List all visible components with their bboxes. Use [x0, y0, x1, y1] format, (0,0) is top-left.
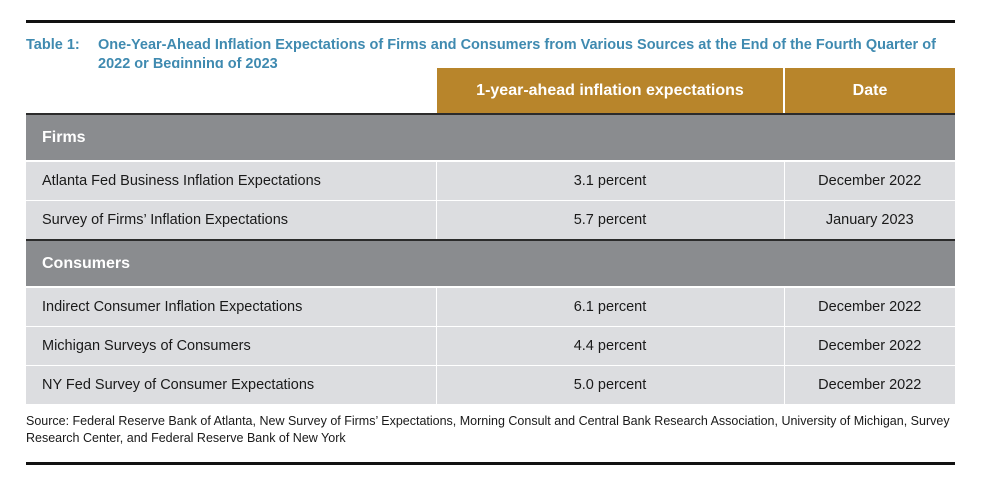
inflation-expectations-table: 1-year-ahead inflation expectations Date… [26, 68, 955, 404]
row-value: 3.1 percent [435, 160, 784, 201]
section-label: Consumers [26, 240, 955, 287]
row-name: Atlanta Fed Business Inflation Expectati… [26, 160, 436, 201]
table-number: Table 1: [26, 37, 80, 53]
row-date: December 2022 [783, 326, 955, 366]
table-row: Indirect Consumer Inflation Expectations… [26, 286, 955, 327]
header-expectations: 1-year-ahead inflation expectations [435, 68, 784, 115]
row-value: 4.4 percent [435, 326, 784, 366]
top-rule [26, 20, 955, 23]
row-value: 5.7 percent [435, 200, 784, 241]
row-value: 5.0 percent [435, 365, 784, 404]
row-date: December 2022 [783, 365, 955, 404]
row-name: Michigan Surveys of Consumers [26, 326, 436, 366]
row-name: Survey of Firms’ Inflation Expectations [26, 200, 436, 241]
row-value: 6.1 percent [435, 286, 784, 327]
section-row-consumers: Consumers [26, 240, 955, 287]
table-row: Survey of Firms’ Inflation Expectations … [26, 200, 955, 241]
source-note: Source: Federal Reserve Bank of Atlanta,… [26, 414, 950, 445]
header-row: 1-year-ahead inflation expectations Date [26, 68, 955, 115]
row-date: December 2022 [783, 286, 955, 327]
bottom-rule [26, 462, 955, 465]
header-blank-cell [26, 68, 436, 115]
row-date: January 2023 [783, 200, 955, 241]
header-date: Date [783, 68, 955, 115]
table-row: Michigan Surveys of Consumers 4.4 percen… [26, 326, 955, 366]
row-date: December 2022 [783, 160, 955, 201]
table-row: NY Fed Survey of Consumer Expectations 5… [26, 365, 955, 404]
section-label: Firms [26, 114, 955, 161]
section-row-firms: Firms [26, 114, 955, 161]
table-row: Atlanta Fed Business Inflation Expectati… [26, 160, 955, 201]
row-name: NY Fed Survey of Consumer Expectations [26, 365, 436, 404]
row-name: Indirect Consumer Inflation Expectations [26, 286, 436, 327]
